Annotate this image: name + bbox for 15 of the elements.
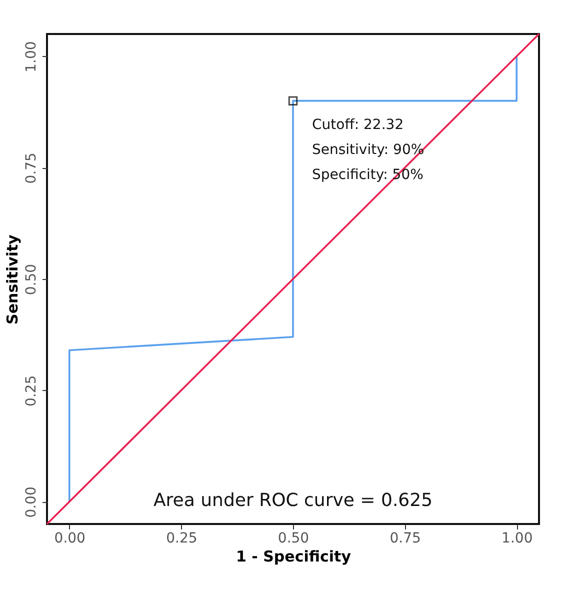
annotation: Sensitivity: 90% [312, 142, 424, 158]
y-tick-label: 0.25 [24, 375, 40, 406]
x-axis-title: 1 - Specificity [236, 548, 352, 566]
y-tick-label: 1.00 [24, 41, 40, 72]
x-tick-label: 0.50 [278, 530, 310, 546]
x-tick-label: 0.25 [166, 530, 198, 546]
y-tick-label: 0.00 [24, 486, 40, 518]
x-tick-label: 0.00 [54, 530, 86, 546]
x-tick-label: 0.75 [390, 530, 421, 546]
x-tick-label: 1.00 [502, 530, 533, 546]
y-tick-label: 0.50 [24, 264, 40, 296]
y-tick-label: 0.75 [24, 152, 40, 184]
annotation: Area under ROC curve = 0.625 [153, 490, 433, 511]
annotation: Cutoff: 22.32 [312, 117, 404, 133]
y-axis-title: Sensitivity [4, 234, 22, 324]
